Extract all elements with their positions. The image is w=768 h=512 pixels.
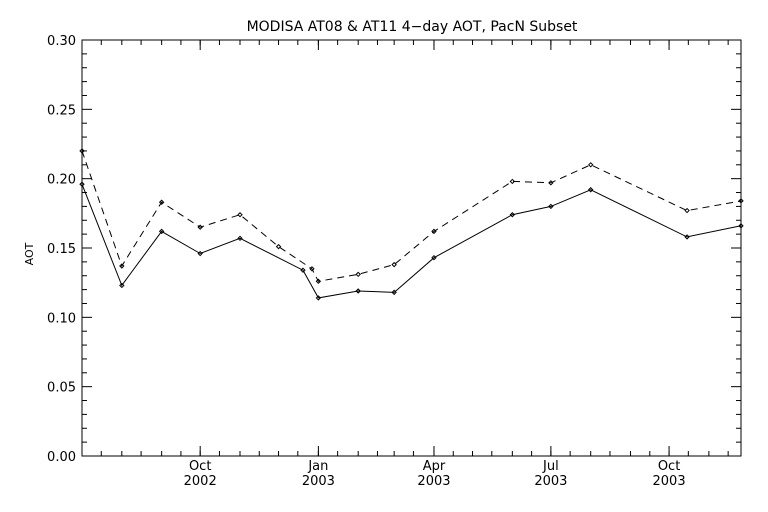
data-point-marker [237,235,243,242]
y-tick-label: 0.30 [47,34,76,49]
y-tick-label: 0.10 [47,311,76,326]
x-tick-month-label: Jan [307,459,328,474]
data-point-marker [79,148,85,154]
data-point-marker [197,224,203,230]
series-line-solid [81,184,742,299]
data-point-marker [548,203,554,210]
x-tick-year-label: 2003 [302,474,335,489]
axis-tick-labels: 0.000.050.100.150.200.250.30Oct2002Jan20… [47,34,686,489]
data-point-marker [237,212,243,218]
x-tick-month-label: Oct [658,459,680,474]
series-lines [81,150,742,299]
data-point-marker [391,289,397,296]
x-tick-month-label: Jul [542,459,559,474]
data-point-marker [684,234,690,240]
data-point-marker [431,254,437,261]
x-tick-month-label: Apr [423,459,446,474]
x-tick-month-label: Oct [189,459,211,474]
axis-ticks [82,39,741,457]
data-point-marker [355,271,361,278]
y-tick-label: 0.05 [47,381,76,396]
data-point-marker [158,199,165,205]
series-line-dashed [81,150,742,282]
data-point-marker [309,266,315,272]
data-point-marker [79,181,85,187]
chart-title: MODISA AT08 & AT11 4−day AOT, PacN Subse… [247,19,578,35]
data-point-marker [431,228,437,235]
data-point-marker [300,267,306,273]
data-point-marker [119,282,125,289]
y-axis-label: AOT [23,242,36,265]
data-point-marker [158,228,165,235]
y-tick-label: 0.20 [47,173,76,188]
data-point-marker [587,187,594,193]
plot-frame [81,39,742,457]
x-tick-year-label: 2003 [653,474,686,489]
data-point-marker [684,207,690,214]
data-point-marker [119,263,125,269]
y-tick-label: 0.25 [47,103,76,118]
x-tick-year-label: 2002 [184,474,217,489]
data-point-marker [275,243,282,250]
y-tick-label: 0.15 [47,242,76,257]
series-points [79,148,744,301]
data-point-marker [509,212,516,218]
x-tick-year-label: 2003 [417,474,450,489]
data-point-marker [509,178,516,185]
data-point-marker [315,295,322,301]
data-point-marker [197,250,203,257]
data-point-marker [587,162,594,168]
data-point-marker [548,180,554,186]
data-point-marker [738,223,744,229]
data-point-marker [355,288,361,294]
x-tick-year-label: 2003 [534,474,567,489]
data-point-marker [391,261,397,268]
data-point-marker [315,278,322,284]
y-tick-label: 0.00 [47,450,76,465]
data-point-marker [738,198,744,204]
